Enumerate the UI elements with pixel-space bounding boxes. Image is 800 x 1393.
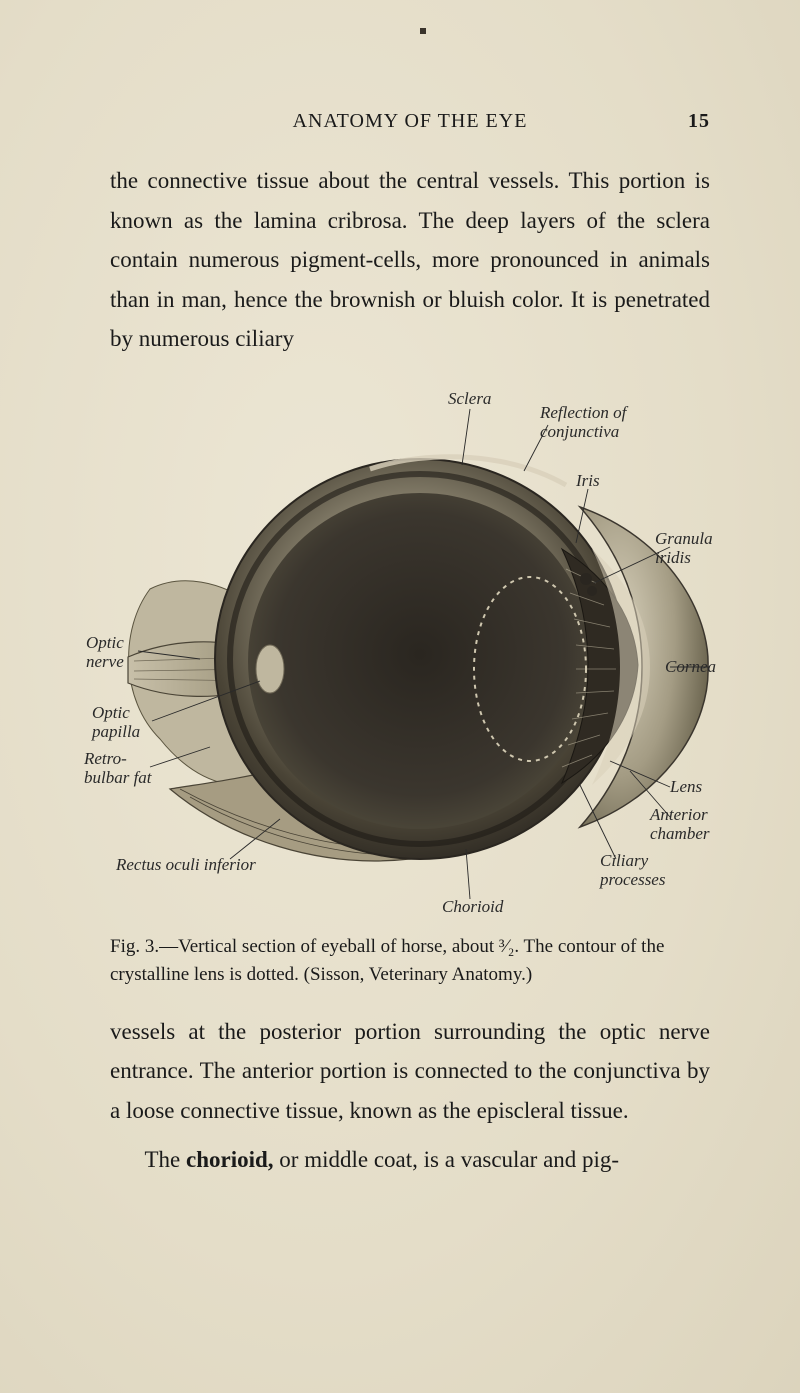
vitreous-shape xyxy=(248,493,592,829)
label-sclera: Sclera xyxy=(448,389,491,409)
page-number: 15 xyxy=(688,110,710,133)
para-3: The chorioid, or middle coat, is a vascu… xyxy=(110,1140,710,1180)
label-iris: Iris xyxy=(576,471,600,491)
para-1: the connective tissue about the central … xyxy=(110,161,710,359)
label-anterior: Anterior chamber xyxy=(650,805,720,844)
label-optic-papilla: Optic papilla xyxy=(92,703,152,742)
running-title: ANATOMY OF THE EYE xyxy=(293,110,528,132)
caption-pre: Fig. 3.—Vertical section of eyeball of h… xyxy=(110,936,499,957)
p3-pre: The xyxy=(145,1147,187,1172)
caption-frac: ³⁄₂ xyxy=(499,936,515,957)
label-chorioid: Chorioid xyxy=(442,897,503,917)
optic-papilla-shape xyxy=(256,645,284,693)
label-lens: Lens xyxy=(670,777,702,797)
eyeball-drawing xyxy=(110,369,710,929)
page: ANATOMY OF THE EYE 15 the connective tis… xyxy=(0,0,800,1393)
label-ciliary: Ciliary processes xyxy=(600,851,680,890)
figure-caption: Fig. 3.—Vertical section of eyeball of h… xyxy=(110,933,710,990)
p3-post: or middle coat, is a vascular and pig- xyxy=(274,1147,620,1172)
label-cornea: Cornea xyxy=(665,657,716,677)
label-rectus: Rectus oculi inferior xyxy=(116,855,256,875)
label-retro: Retro- bulbar fat xyxy=(84,749,154,788)
granula-shape xyxy=(580,573,592,585)
figure-3: Sclera Reflection of conjunctiva Iris Gr… xyxy=(110,369,710,929)
label-reflection: Reflection of conjunctiva xyxy=(540,403,650,442)
p3-bold: chorioid, xyxy=(186,1147,274,1172)
label-granula: Granula iridis xyxy=(655,529,725,568)
label-optic-nerve: Optic nerve xyxy=(86,633,136,672)
para-2: vessels at the posterior portion surroun… xyxy=(110,1012,710,1131)
stray-dot xyxy=(420,28,426,34)
running-head: ANATOMY OF THE EYE 15 xyxy=(110,110,710,133)
